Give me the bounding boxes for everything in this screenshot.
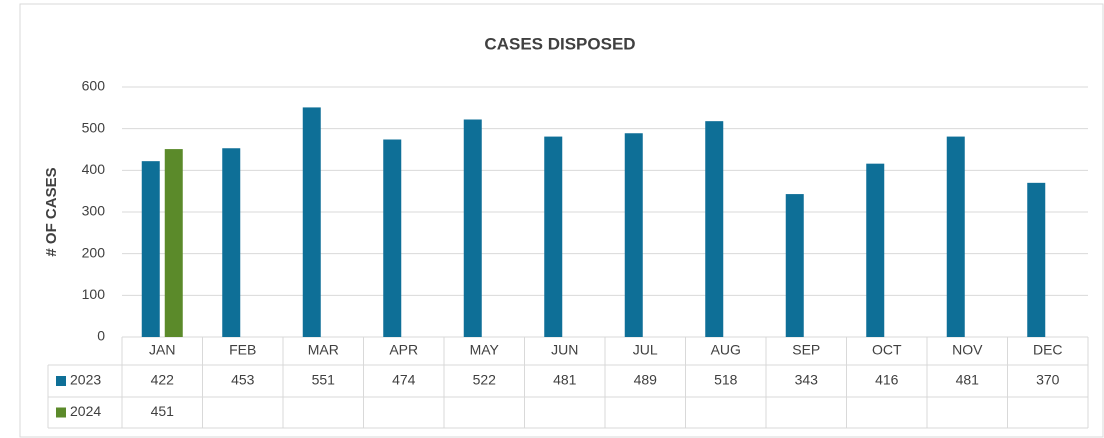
bar: [624, 133, 643, 337]
bar: [222, 148, 241, 337]
x-tick-label: MAR: [308, 342, 339, 358]
bar: [946, 136, 965, 337]
table-value: 522: [473, 372, 497, 388]
y-tick-label: 0: [97, 328, 105, 344]
table-value: 474: [392, 372, 416, 388]
x-tick-label: JUL: [633, 342, 658, 358]
y-tick-label: 600: [82, 78, 106, 94]
bar: [463, 119, 482, 337]
y-tick-label: 300: [82, 203, 106, 219]
table-value: 451: [151, 403, 175, 419]
table-value: 453: [231, 372, 255, 388]
bar: [383, 139, 402, 337]
bar: [164, 149, 183, 337]
bar: [141, 161, 160, 337]
y-tick-label: 500: [82, 119, 106, 135]
bar: [866, 163, 885, 337]
x-tick-label: MAY: [470, 342, 500, 358]
bar: [705, 121, 724, 338]
x-tick-label: AUG: [711, 342, 741, 358]
x-tick-label: NOV: [952, 342, 983, 358]
chart-title: CASES DISPOSED: [484, 34, 635, 53]
table-value: 343: [795, 372, 819, 388]
legend-label: 2024: [70, 403, 101, 419]
x-tick-label: OCT: [872, 342, 902, 358]
table-value: 416: [875, 372, 899, 388]
bar: [1027, 182, 1046, 337]
table-value: 481: [956, 372, 980, 388]
x-tick-label: APR: [389, 342, 418, 358]
legend-swatch: [56, 376, 66, 386]
table-value: 422: [151, 372, 175, 388]
table-value: 518: [714, 372, 738, 388]
x-tick-label: FEB: [229, 342, 256, 358]
y-axis-label: # OF CASES: [43, 167, 60, 256]
x-tick-label: JUN: [551, 342, 578, 358]
legend-swatch: [56, 407, 66, 418]
table-value: 370: [1036, 372, 1060, 388]
bar: [544, 136, 563, 337]
y-tick-label: 400: [82, 161, 106, 177]
table-value: 481: [553, 372, 577, 388]
bar: [302, 107, 321, 338]
table-value: 489: [634, 372, 658, 388]
y-tick-label: 100: [82, 286, 106, 302]
table-value: 551: [312, 372, 336, 388]
x-tick-label: JAN: [149, 342, 175, 358]
x-tick-label: SEP: [792, 342, 820, 358]
y-tick-label: 200: [82, 244, 106, 260]
x-tick-label: DEC: [1033, 342, 1063, 358]
legend-label: 2023: [70, 372, 101, 388]
bar: [785, 194, 804, 337]
